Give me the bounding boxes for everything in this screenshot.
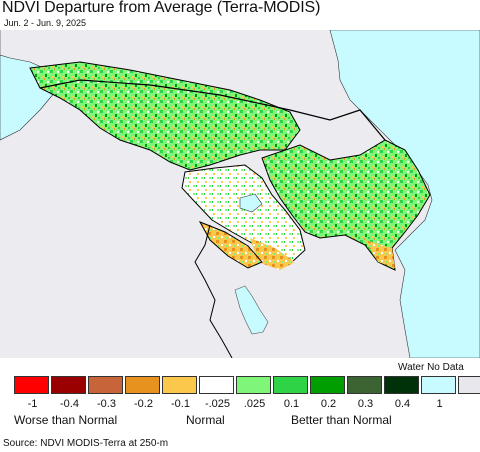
legend-tick: 0.3: [357, 398, 374, 410]
category-better: Better than Normal: [291, 413, 392, 427]
legend: Water No Data -1 -0.4 -0.3 -0.2 -0.1 -.025 .02…: [0, 360, 480, 430]
legend-swatch: [310, 376, 345, 394]
legend-swatch: [88, 376, 123, 394]
border-russia: [39, 79, 386, 141]
legend-swatch: [199, 376, 234, 394]
category-normal: Normal: [186, 413, 225, 427]
legend-swatch: [421, 376, 456, 394]
legend-swatch: [458, 376, 480, 394]
legend-swatch: [347, 376, 382, 394]
legend-swatch: [162, 376, 197, 394]
legend-tick: -0.1: [171, 398, 190, 410]
region-dry-east: [365, 240, 395, 268]
legend-swatch: [236, 376, 271, 394]
legend-tick: -1: [27, 398, 38, 410]
legend-tick: 0.4: [394, 398, 411, 410]
legend-tick: -0.4: [60, 398, 79, 410]
legend-tick: .025: [243, 398, 266, 410]
legend-tick: 0.1: [283, 398, 300, 410]
legend-tick: -0.3: [97, 398, 116, 410]
legend-swatch: [125, 376, 160, 394]
legend-swatch: [14, 376, 49, 394]
legend-swatch: [384, 376, 419, 394]
source-note: Source: NDVI MODIS-Terra at 250-m: [3, 438, 169, 449]
water-no-data-label: Water No Data: [398, 362, 464, 373]
legend-tick: 0.2: [320, 398, 337, 410]
legend-tick: 1: [436, 398, 443, 410]
ndvi-map: [0, 30, 480, 358]
legend-swatch: [51, 376, 86, 394]
lake-urmia: [234, 285, 269, 335]
map-frame: [0, 30, 480, 358]
region-armenia: [181, 164, 306, 263]
region-georgia: [29, 61, 301, 171]
caspian-sea: [329, 30, 480, 358]
lake-sevan: [239, 193, 263, 213]
date-range: Jun. 2 - Jun. 9, 2025: [4, 18, 87, 28]
border-turkey-iran: [194, 224, 233, 358]
region-nakhchivan: [198, 221, 263, 269]
legend-swatch: [273, 376, 308, 394]
legend-tick: -0.2: [134, 398, 153, 410]
map-title: NDVI Departure from Average (Terra-MODIS…: [2, 0, 321, 16]
legend-tick: -.025: [204, 398, 231, 410]
category-worse: Worse than Normal: [14, 413, 118, 427]
